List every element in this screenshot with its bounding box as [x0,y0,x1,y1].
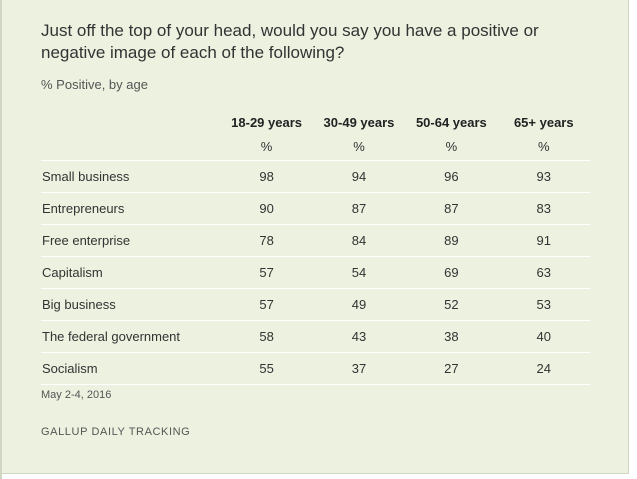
table-row: Capitalism 57 54 69 63 [41,256,590,289]
data-cell: 49 [312,288,406,321]
data-cell: 83 [497,192,590,225]
data-cell: 91 [497,224,590,257]
data-cell: 93 [497,160,590,193]
data-cell: 24 [497,352,590,385]
data-cell: 38 [405,320,498,353]
row-label: Socialism [41,352,221,385]
unit-label: % [220,132,313,161]
header-blank [41,112,220,132]
data-cell: 84 [312,224,406,257]
unit-label: % [405,132,498,161]
data-table: 18-29 years 30-49 years 50-64 years 65+ … [41,112,590,385]
table-row: Socialism 55 37 27 24 [41,352,590,385]
data-cell: 37 [312,352,406,385]
chart-title: Just off the top of your head, would you… [41,21,539,62]
data-cell: 98 [220,160,313,193]
table-row: Free enterprise 78 84 89 91 [41,224,590,257]
data-cell: 43 [312,320,406,353]
data-cell: 89 [405,224,498,257]
table-row: Big business 57 49 52 53 [41,288,590,321]
header-row: 18-29 years 30-49 years 50-64 years 65+ … [41,112,590,132]
row-label: Small business [41,160,221,193]
units-row: % % % % [41,132,590,161]
row-label: Free enterprise [41,224,221,257]
table-row: The federal government 58 43 38 40 [41,320,590,353]
data-cell: 57 [220,288,313,321]
row-label: Capitalism [41,256,221,289]
data-cell: 87 [312,192,406,225]
data-cell: 96 [405,160,498,193]
data-cell: 78 [220,224,313,257]
data-cell: 94 [312,160,406,193]
data-cell: 27 [405,352,498,385]
unit-label: % [312,132,406,161]
data-cell: 87 [405,192,498,225]
data-cell: 90 [220,192,313,225]
data-cell: 69 [405,256,498,289]
table-body: Small business 98 94 96 93 Entrepreneurs… [41,160,590,385]
data-cell: 54 [312,256,406,289]
left-border [0,0,2,479]
row-label: Big business [41,288,221,321]
column-header-50-64: 50-64 years [415,114,487,130]
chart-panel: Just off the top of your head, would you… [0,0,629,474]
column-header-65-plus: 65+ years [513,114,574,130]
units-blank [41,132,221,161]
source-credit: GALLUP DAILY TRACKING [41,426,191,438]
data-cell: 52 [405,288,498,321]
column-header-30-49: 30-49 years [323,114,395,130]
data-cell: 40 [497,320,590,353]
data-cell: 63 [497,256,590,289]
table-row: Entrepreneurs 90 87 87 83 [41,192,590,225]
column-header-18-29: 18-29 years [231,114,302,130]
table-row: Small business 98 94 96 93 [41,160,590,193]
unit-label: % [497,132,590,161]
data-cell: 53 [497,288,590,321]
row-label: The federal government [41,320,221,353]
data-cell: 55 [220,352,313,385]
chart-subtitle: % Positive, by age [41,77,148,92]
data-cell: 57 [220,256,313,289]
data-cell: 58 [220,320,313,353]
row-label: Entrepreneurs [41,192,221,225]
survey-date: May 2-4, 2016 [41,389,112,401]
